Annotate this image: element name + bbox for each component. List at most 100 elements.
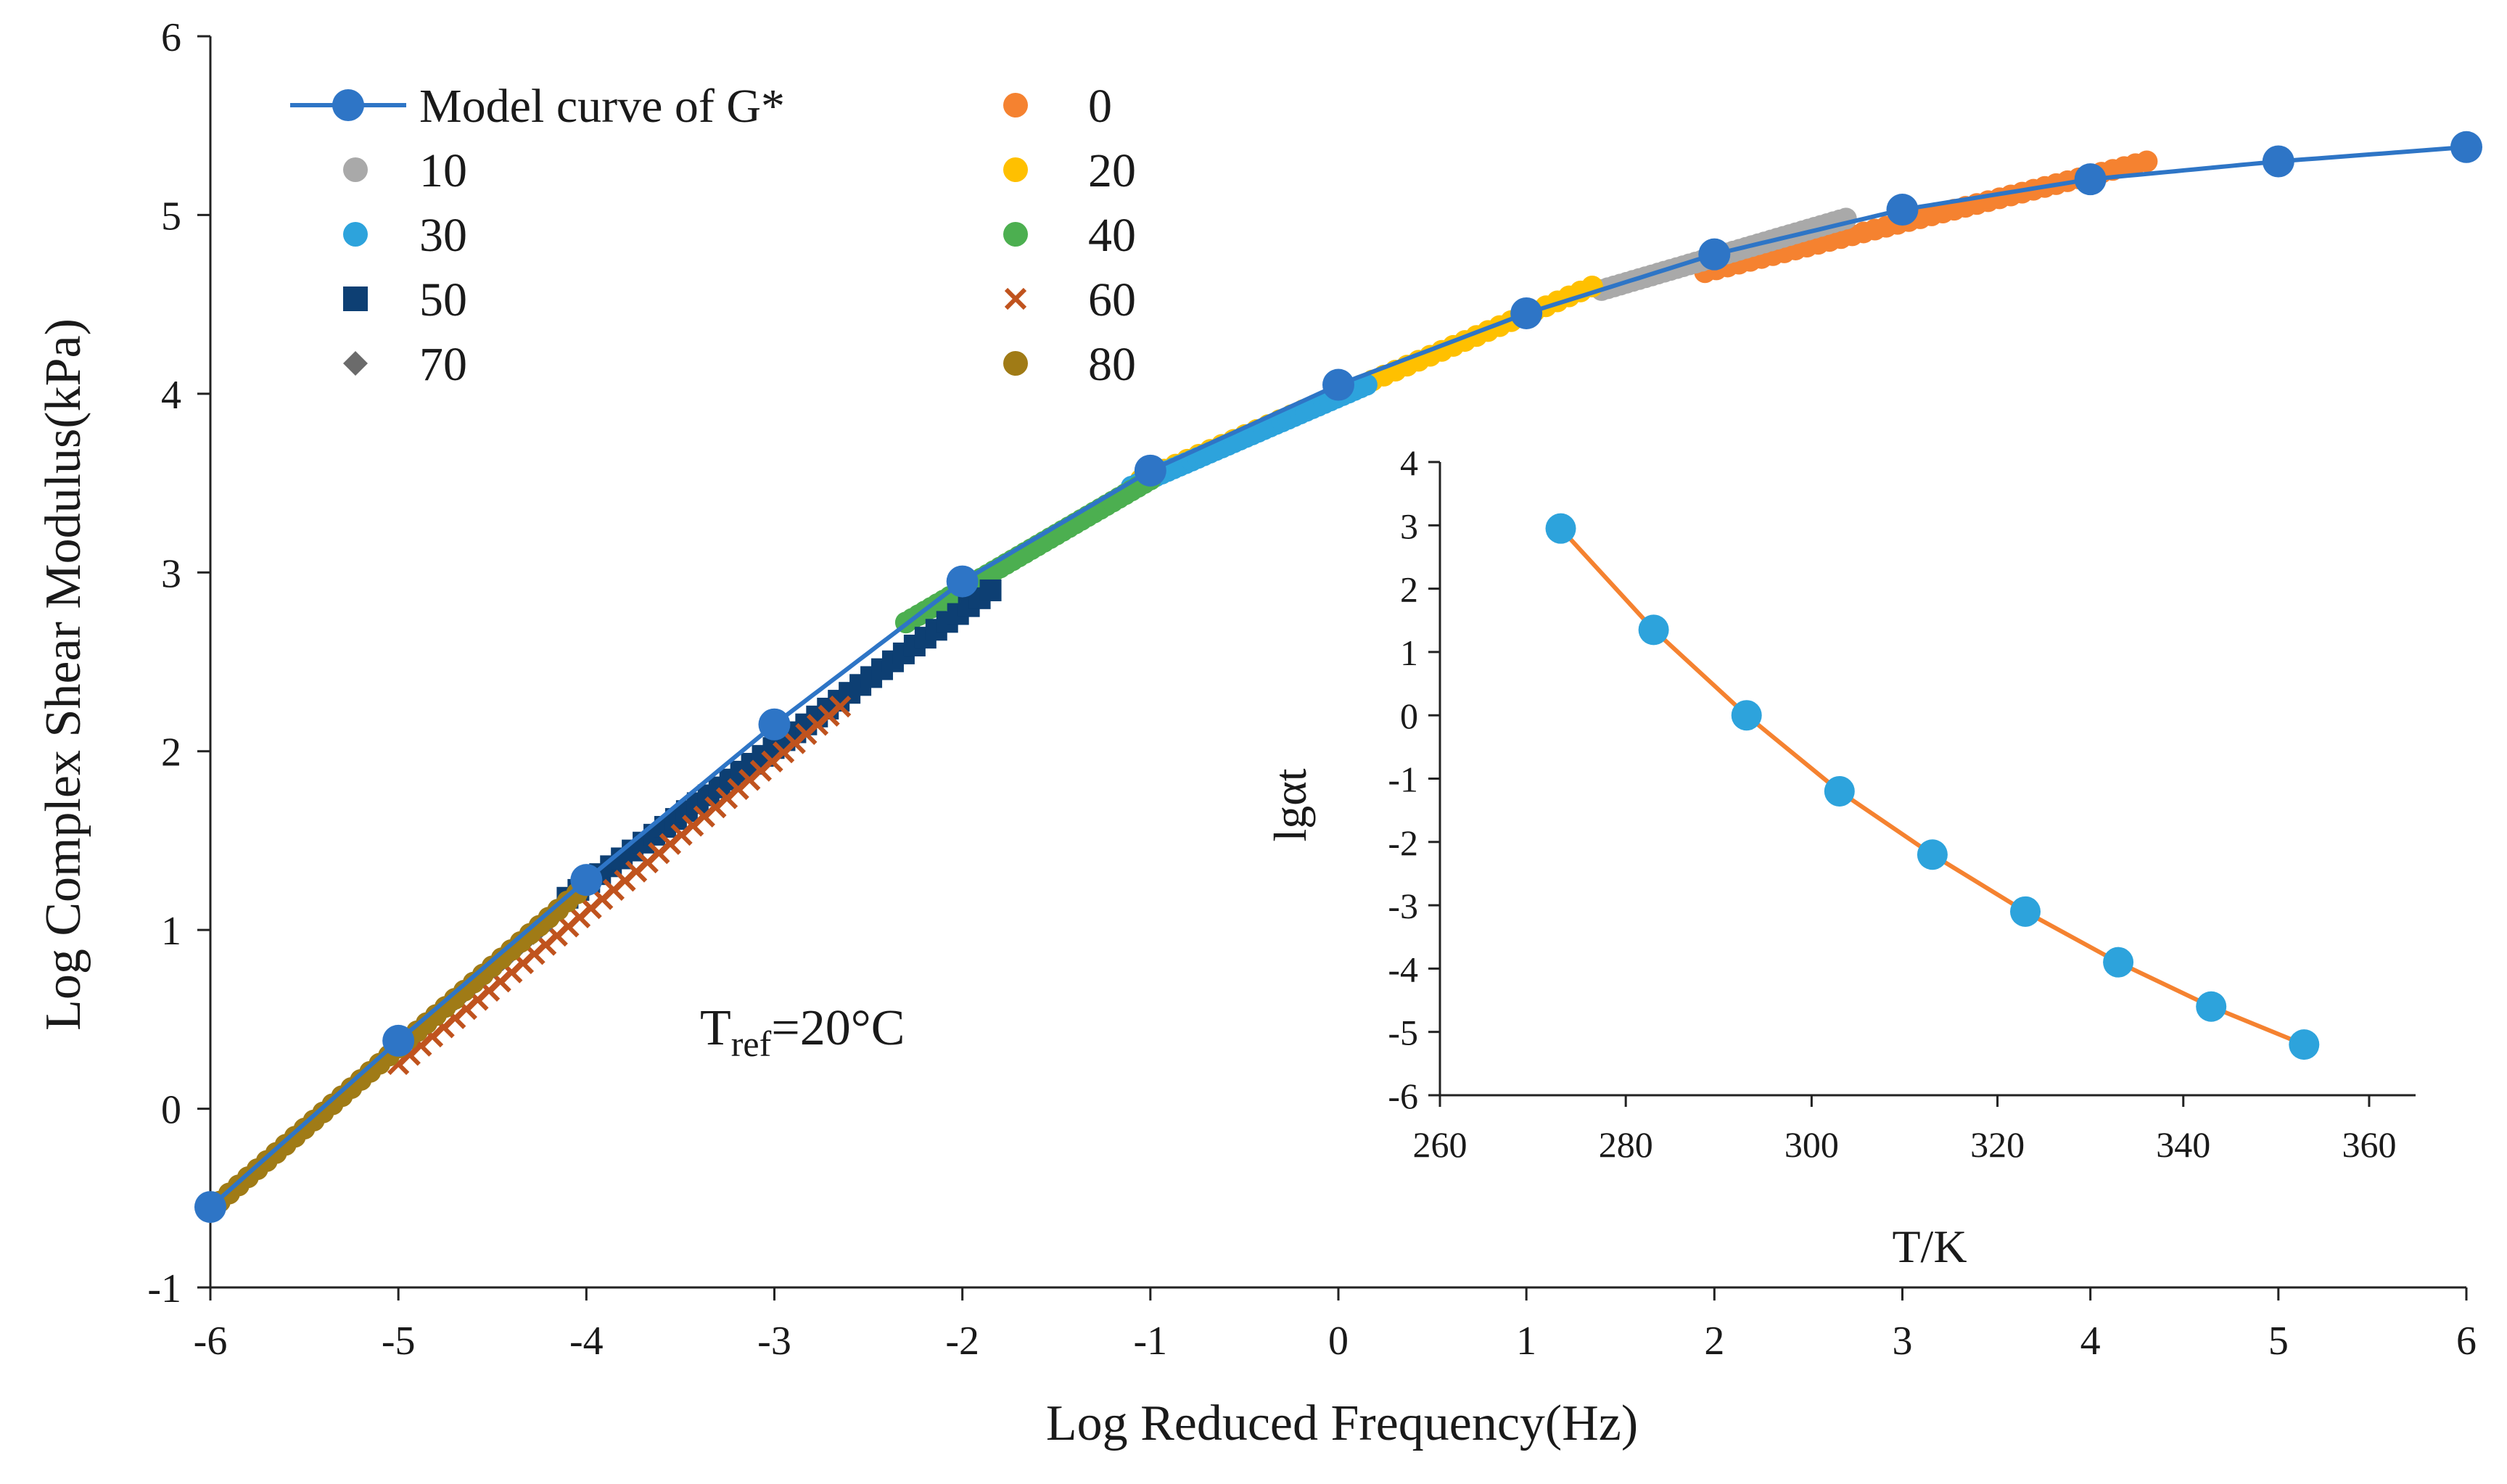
inset-y-tick-label: 0 bbox=[1400, 696, 1418, 736]
main-axes bbox=[197, 35, 2468, 1300]
model-curve-point bbox=[2262, 145, 2294, 178]
inset-x-tick-label: 360 bbox=[2342, 1124, 2396, 1165]
shift-factor-point bbox=[1917, 839, 1948, 870]
inset-y-tick-label: 2 bbox=[1400, 569, 1418, 610]
legend-item-50: 50 bbox=[343, 273, 467, 326]
inset-x-axis-title: T/K bbox=[1892, 1221, 1967, 1272]
inset-y-axis-title: lgαt bbox=[1264, 768, 1316, 841]
model-curve-point bbox=[1886, 194, 1919, 226]
model-curve-point bbox=[1698, 238, 1731, 271]
shift-factor-point bbox=[2010, 896, 2041, 927]
x-tick-label: 1 bbox=[1516, 1319, 1536, 1364]
inset-y-tick-label: -4 bbox=[1388, 949, 1418, 989]
main-tick-labels: -6 -5 -4 -3 -2 -1 0 1 2 3 4 5 6 -1 0 1 2 3 4 5 6 bbox=[147, 15, 2477, 1364]
legend-marker-10 bbox=[343, 157, 368, 182]
legend-item-60: 60 bbox=[1004, 273, 1136, 326]
model-curve-point bbox=[570, 864, 603, 896]
inset-y-tick-label: 3 bbox=[1400, 506, 1418, 546]
x-tick-label: 4 bbox=[2080, 1319, 2101, 1364]
x-axis-title: Log Reduced Frequency(Hz) bbox=[1046, 1396, 1638, 1451]
shift-factor-point bbox=[1638, 614, 1669, 646]
legend-label-20: 20 bbox=[1088, 144, 1136, 197]
reference-temperature-annotation: Tref=20°C bbox=[700, 1000, 905, 1064]
legend-label-0: 0 bbox=[1088, 80, 1112, 133]
annotation-subscript: ref bbox=[731, 1023, 772, 1064]
legend-marker-0 bbox=[1003, 93, 1028, 118]
model-curve-point bbox=[1134, 454, 1166, 487]
model-curve-point bbox=[2450, 131, 2482, 163]
legend-item-40: 40 bbox=[1003, 209, 1136, 262]
model-curve-point bbox=[946, 565, 979, 598]
legend-item-80: 80 bbox=[1003, 338, 1136, 391]
inset-y-tick-label: 4 bbox=[1400, 442, 1418, 483]
inset-x-tick-label: 320 bbox=[1970, 1124, 2025, 1165]
legend-item-0: 0 bbox=[1003, 80, 1112, 133]
legend-label-80: 80 bbox=[1088, 338, 1136, 391]
legend-label-10: 10 bbox=[419, 144, 467, 197]
shift-factor-point bbox=[2103, 947, 2134, 978]
shift-factor-point bbox=[2289, 1029, 2320, 1060]
legend-item-70: 70 bbox=[343, 338, 467, 391]
inset-axes bbox=[1428, 461, 2416, 1107]
model-curve-layer bbox=[194, 131, 2482, 1224]
legend-model-marker bbox=[332, 89, 364, 121]
legend-item-30: 30 bbox=[343, 209, 467, 262]
model-curve-point bbox=[758, 708, 791, 741]
inset-y-tick-label: -2 bbox=[1388, 823, 1418, 863]
y-axis-title: Log Complex Shear Modulus(kPa) bbox=[36, 318, 91, 1031]
legend-item-20: 20 bbox=[1003, 144, 1136, 197]
series-0-point bbox=[2136, 150, 2158, 173]
inset-series-layer bbox=[1545, 513, 2320, 1060]
x-tick-label: -3 bbox=[757, 1319, 791, 1364]
annotation-main: T bbox=[700, 1000, 731, 1056]
model-curve-point bbox=[382, 1024, 415, 1057]
inset-y-tick-label: -5 bbox=[1388, 1013, 1418, 1053]
x-tick-label: 3 bbox=[1893, 1319, 1913, 1364]
y-tick-label: 1 bbox=[161, 909, 181, 954]
legend-item-10: 10 bbox=[343, 144, 467, 197]
inset-x-tick-label: 340 bbox=[2156, 1124, 2210, 1165]
shift-factor-point bbox=[2196, 991, 2227, 1022]
inset-y-tick-label: -1 bbox=[1388, 759, 1418, 800]
legend-label-60: 60 bbox=[1088, 273, 1136, 326]
series-60-point bbox=[829, 695, 852, 718]
inset-x-tick-label: 280 bbox=[1599, 1124, 1653, 1165]
legend-marker-20 bbox=[1003, 157, 1028, 182]
x-tick-label: -6 bbox=[194, 1319, 228, 1364]
legend-marker-70 bbox=[343, 351, 368, 376]
model-curve-point bbox=[194, 1191, 226, 1224]
y-tick-label: -1 bbox=[147, 1266, 181, 1311]
x-tick-label: -5 bbox=[382, 1319, 416, 1364]
y-tick-label: 3 bbox=[161, 551, 181, 596]
legend-item-model: Model curve of G* bbox=[290, 80, 785, 133]
inset-x-tick-label: 300 bbox=[1784, 1124, 1839, 1165]
model-curve-point bbox=[1510, 297, 1543, 329]
legend-label-50: 50 bbox=[419, 273, 467, 326]
y-tick-label: 2 bbox=[161, 730, 181, 775]
y-tick-label: 5 bbox=[161, 194, 181, 239]
legend-model-label: Model curve of G* bbox=[419, 80, 785, 133]
legend-marker-60 bbox=[1004, 287, 1027, 310]
legend-label-40: 40 bbox=[1088, 209, 1136, 262]
inset-y-tick-label: 1 bbox=[1400, 632, 1418, 673]
series-30-point bbox=[1355, 374, 1378, 396]
annotation-rest: =20°C bbox=[771, 1000, 905, 1056]
x-tick-label: 6 bbox=[2456, 1319, 2477, 1364]
legend-marker-50 bbox=[343, 287, 368, 311]
inset-background bbox=[1440, 453, 2434, 1095]
y-tick-label: 4 bbox=[161, 373, 181, 418]
x-tick-label: -2 bbox=[945, 1319, 979, 1364]
inset-y-tick-label: -6 bbox=[1388, 1076, 1418, 1116]
inset-tick-labels: 260 280 300 320 340 360 4 3 2 1 0 -1 -2 -3 -4 -5 -6 bbox=[1388, 442, 2396, 1165]
series-50-point bbox=[979, 579, 1002, 601]
legend-marker-40 bbox=[1003, 222, 1028, 247]
series-60-group bbox=[387, 695, 852, 1076]
legend: Model curve of G* 0 10 20 30 40 50 60 70 80 bbox=[290, 80, 1136, 391]
y-tick-label: 0 bbox=[161, 1088, 181, 1133]
inset-y-tick-label: -3 bbox=[1388, 886, 1418, 926]
x-tick-label: -1 bbox=[1134, 1319, 1168, 1364]
shift-factor-point bbox=[1545, 513, 1576, 544]
x-tick-label: 2 bbox=[1704, 1319, 1724, 1364]
x-tick-label: -4 bbox=[569, 1319, 604, 1364]
